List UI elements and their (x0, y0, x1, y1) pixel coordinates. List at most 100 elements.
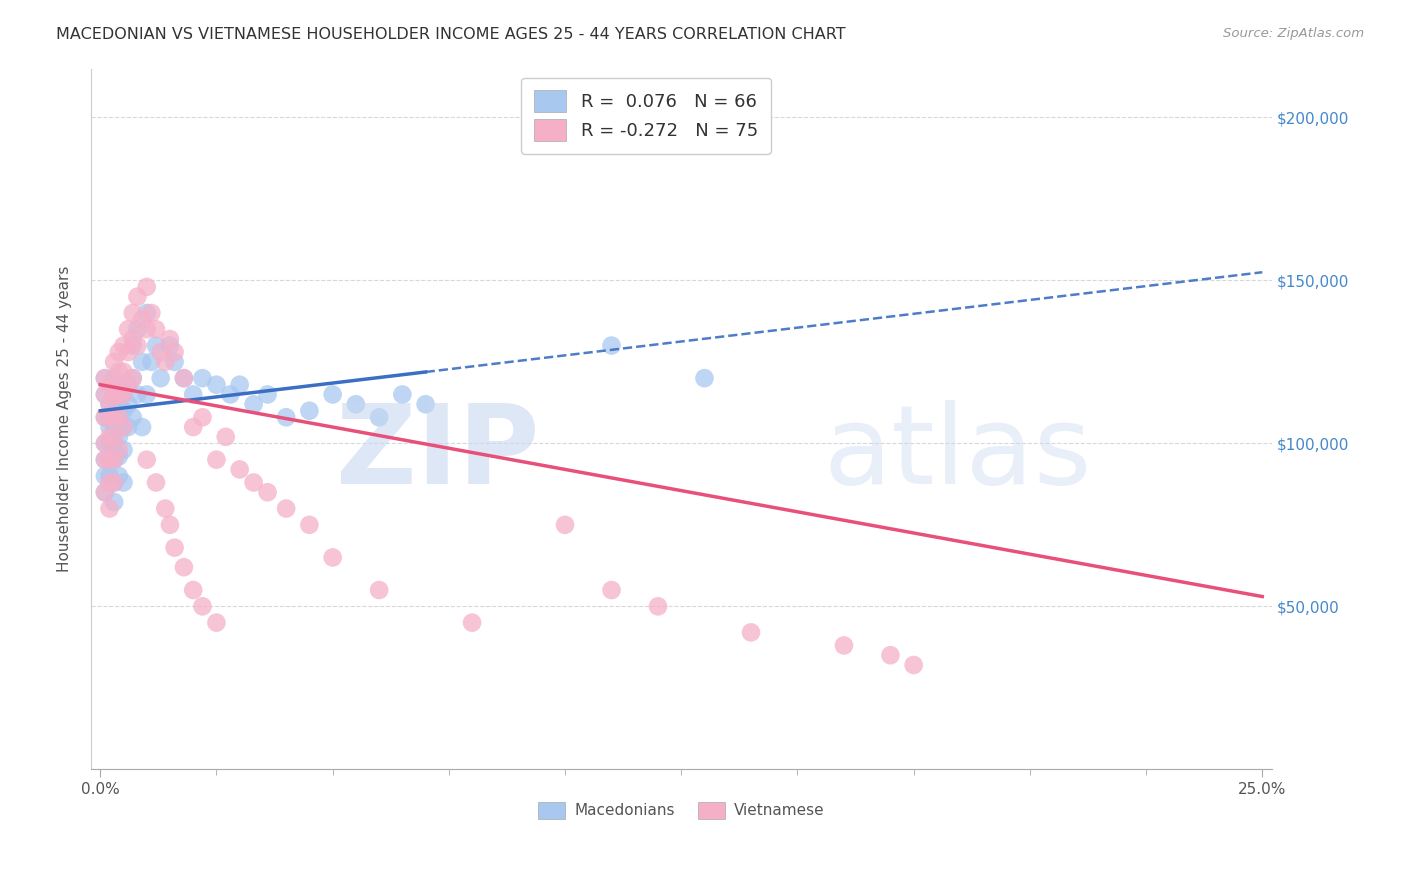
Point (103, 452, 125, 467)
Point (94, 371, 117, 385)
Point (117, 322, 139, 336)
Point (94, 410, 117, 425)
Point (103, 475, 125, 490)
Point (554, 517, 576, 532)
Point (276, 410, 298, 425)
Point (108, 397, 131, 411)
Point (108, 450, 131, 464)
Point (103, 495, 125, 509)
Point (103, 452, 125, 467)
Point (108, 410, 131, 425)
Point (117, 377, 139, 392)
Point (127, 290, 149, 304)
Point (135, 452, 157, 467)
Point (228, 462, 250, 476)
Point (94, 452, 117, 467)
Point (94, 387, 117, 401)
Point (108, 469, 131, 483)
Point (135, 306, 157, 320)
Point (108, 345, 131, 359)
Y-axis label: Householder Income Ages 25 - 44 years: Householder Income Ages 25 - 44 years (58, 266, 72, 572)
Point (108, 442, 131, 457)
Point (112, 420, 135, 434)
Point (103, 387, 125, 401)
Point (141, 355, 163, 369)
Point (112, 387, 135, 401)
Point (149, 345, 172, 359)
Point (149, 371, 172, 385)
Point (103, 371, 125, 385)
Point (103, 436, 125, 450)
Point (191, 599, 214, 614)
Point (903, 658, 925, 673)
Point (94, 469, 117, 483)
Point (461, 615, 484, 630)
Point (145, 322, 167, 336)
Point (94, 485, 117, 500)
Point (94, 387, 117, 401)
Point (322, 387, 344, 401)
Point (98, 420, 121, 434)
Point (173, 371, 195, 385)
Point (98, 397, 121, 411)
Point (322, 550, 344, 565)
Point (205, 452, 228, 467)
Point (344, 397, 367, 411)
Point (94, 371, 117, 385)
Point (127, 322, 149, 336)
Point (141, 306, 163, 320)
Point (112, 387, 135, 401)
Point (98, 410, 121, 425)
Point (98, 475, 121, 490)
Point (205, 377, 228, 392)
Point (155, 501, 177, 516)
Point (98, 501, 121, 516)
Point (159, 517, 181, 532)
Point (98, 377, 121, 392)
Point (131, 420, 153, 434)
Point (159, 332, 181, 346)
Point (117, 345, 139, 359)
Point (135, 322, 157, 336)
Point (117, 377, 139, 392)
Point (117, 397, 139, 411)
Point (256, 485, 278, 500)
Point (103, 420, 125, 434)
Point (600, 582, 623, 597)
Point (127, 338, 149, 352)
Point (112, 475, 135, 490)
Point (117, 420, 139, 434)
Point (108, 387, 131, 401)
Point (693, 371, 716, 385)
Point (112, 338, 135, 352)
Point (103, 430, 125, 444)
Point (121, 306, 143, 320)
Point (159, 338, 181, 352)
Point (181, 420, 204, 434)
Point (145, 338, 167, 352)
Point (108, 430, 131, 444)
Point (131, 312, 153, 326)
Point (103, 377, 125, 392)
Point (112, 365, 135, 379)
Point (121, 371, 143, 385)
Text: MACEDONIAN VS VIETNAMESE HOUSEHOLDER INCOME AGES 25 - 44 YEARS CORRELATION CHART: MACEDONIAN VS VIETNAMESE HOUSEHOLDER INC… (56, 27, 846, 42)
Point (205, 615, 228, 630)
Point (832, 639, 855, 653)
Point (879, 648, 901, 663)
Point (276, 501, 298, 516)
Point (103, 475, 125, 490)
Point (181, 387, 204, 401)
Point (112, 403, 135, 417)
Point (191, 371, 214, 385)
Point (368, 582, 391, 597)
Point (112, 442, 135, 457)
Point (103, 355, 125, 369)
Point (228, 377, 250, 392)
Point (163, 541, 186, 555)
Point (155, 355, 177, 369)
Point (94, 410, 117, 425)
Point (163, 345, 186, 359)
Point (415, 397, 437, 411)
Point (127, 387, 149, 401)
